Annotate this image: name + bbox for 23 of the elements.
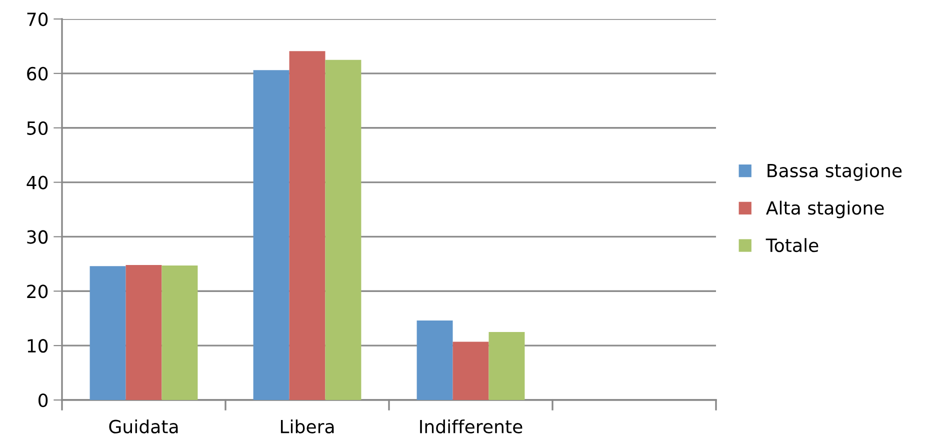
legend-label: Alta stagione <box>766 200 884 218</box>
bar <box>162 266 198 400</box>
y-tick-label: 40 <box>26 176 48 190</box>
bar <box>416 320 453 400</box>
y-tick-label: 0 <box>38 393 48 408</box>
x-tick-label: Indifferente <box>420 419 522 434</box>
bar <box>488 332 525 400</box>
bar <box>253 70 290 400</box>
legend-label: Totale <box>766 238 818 252</box>
x-tick-label: Guidata <box>109 419 178 434</box>
y-tick-label: 30 <box>27 230 48 244</box>
y-tick-label: 20 <box>27 284 48 298</box>
bar <box>452 342 489 400</box>
bar <box>325 60 362 400</box>
bar <box>90 266 126 400</box>
y-tick-label: 70 <box>27 12 48 26</box>
bar <box>289 51 326 400</box>
legend-label: Bassa stagione <box>768 163 902 181</box>
y-tick-label: 60 <box>27 66 48 81</box>
y-tick-label: 10 <box>28 339 48 353</box>
x-tick-label: Libera <box>280 419 334 434</box>
bar <box>126 265 162 400</box>
y-tick-label: 50 <box>27 121 48 135</box>
